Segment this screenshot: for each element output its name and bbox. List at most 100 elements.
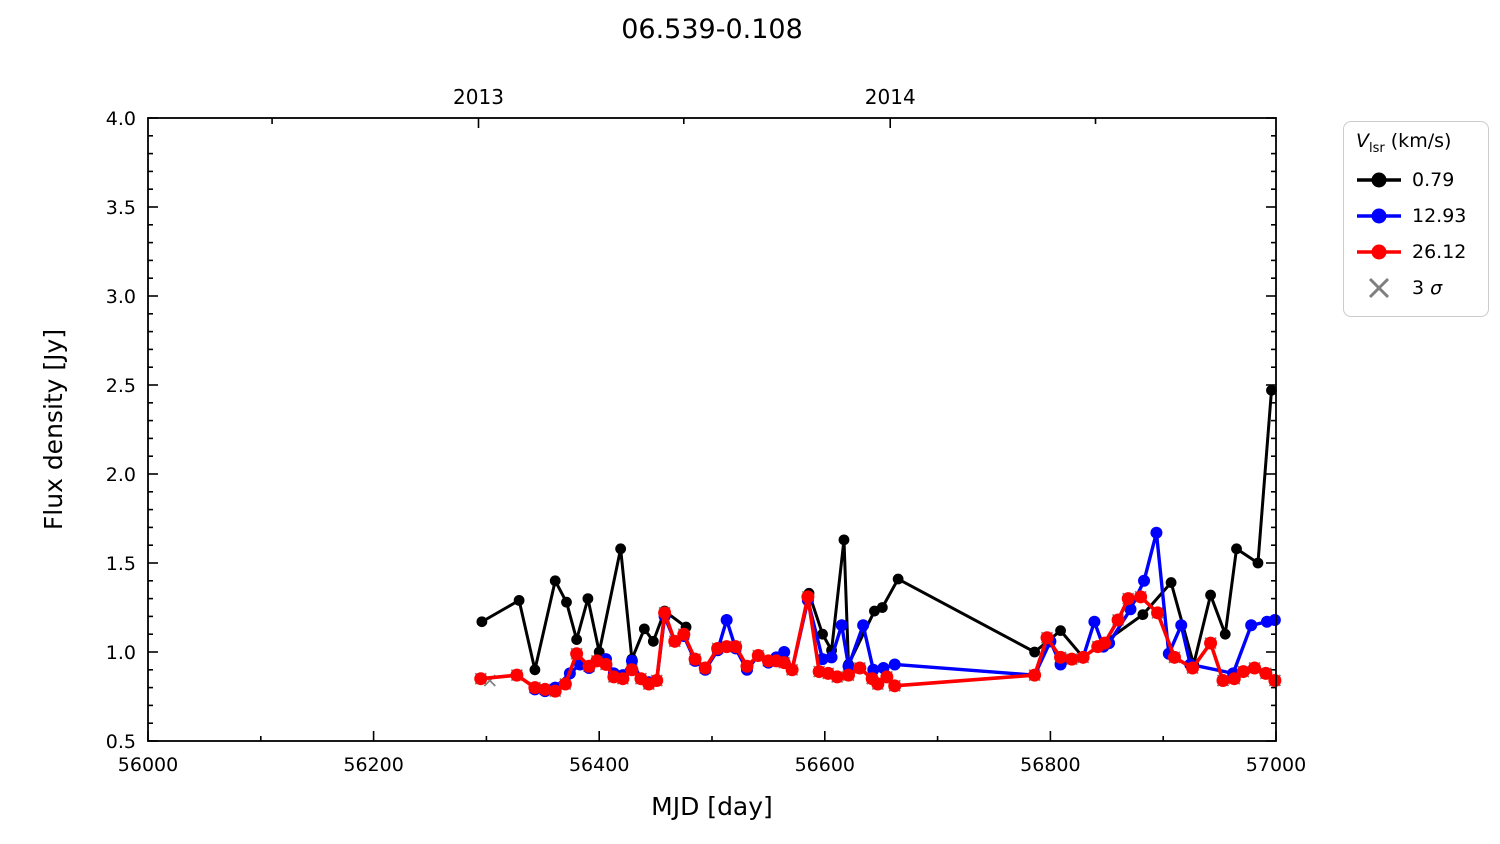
data-point-0.79 — [647, 635, 659, 647]
data-point-12.93 — [1150, 526, 1163, 539]
x-tick-label: 56600 — [795, 754, 855, 776]
data-point-0.79 — [615, 543, 627, 555]
data-point-12.93 — [625, 654, 638, 667]
data-point-26.12 — [677, 627, 691, 641]
data-point-12.93 — [825, 651, 838, 664]
data-point-26.12 — [1248, 661, 1262, 675]
y-tick-label: 2.5 — [106, 375, 136, 397]
y-tick-label: 1.5 — [106, 553, 136, 575]
data-point-26.12 — [1111, 613, 1125, 627]
y-tick-label: 1.0 — [106, 642, 136, 664]
data-point-0.79 — [476, 616, 488, 628]
x-axis-ticks: 56000 56200 56400 56600 56800 57000 — [118, 731, 1306, 776]
series-line-0.79 — [480, 547, 688, 672]
data-point-26.12 — [1186, 661, 1200, 675]
data-point-26.12 — [801, 590, 815, 604]
plot-frame — [147, 117, 1277, 742]
data-point-0.79 — [892, 573, 904, 585]
data-point-26.12 — [1236, 665, 1250, 679]
data-point-0.79 — [1205, 589, 1216, 601]
top-year-axis: 2013 2014 — [271, 85, 1097, 128]
legend-title-unit: (km/s) — [1384, 130, 1452, 152]
data-point-26.12 — [1204, 636, 1218, 650]
data-point-0.79 — [1055, 625, 1066, 637]
legend-entry-label: 26.12 — [1412, 240, 1467, 263]
axis-labels: MJD [day] Flux density [Jy] — [39, 329, 773, 821]
data-point-0.79 — [1137, 609, 1149, 621]
data-point-0.79 — [1266, 384, 1277, 396]
data-point-26.12 — [729, 640, 743, 654]
data-point-12.93 — [1124, 603, 1137, 616]
legend-entries: 0.79 12.93 26.12 3 σ — [1356, 162, 1482, 306]
data-point-26.12 — [548, 684, 562, 698]
x-tick-label: 56800 — [1020, 754, 1080, 776]
data-point-26.12 — [841, 668, 855, 682]
data-point-26.12 — [1121, 592, 1135, 606]
data-point-12.93 — [778, 646, 791, 658]
data-point-26.12 — [1167, 650, 1181, 664]
data-point-26.12 — [853, 661, 867, 675]
data-point-26.12 — [785, 663, 799, 677]
data-point-0.79 — [817, 628, 828, 640]
data-point-0.79 — [876, 602, 888, 613]
legend-entry-label: 12.93 — [1412, 204, 1467, 227]
legend-line-sample — [1357, 172, 1401, 188]
data-point-26.12 — [1268, 673, 1282, 687]
data-point-26.12 — [570, 647, 584, 661]
legend-sigma-label: 3 σ — [1412, 276, 1443, 299]
legend-title-variable: V — [1356, 130, 1369, 152]
x-tick-label: 56400 — [569, 754, 629, 776]
data-point-26.12 — [474, 672, 488, 686]
data-point-12.93 — [1175, 619, 1188, 632]
data-point-0.79 — [1165, 577, 1177, 588]
x-tick-label: 56000 — [118, 754, 178, 776]
data-point-12.93 — [1138, 574, 1151, 587]
legend-title-subscript: lsr — [1369, 140, 1385, 156]
data-point-12.93 — [888, 658, 901, 671]
data-point-26.12 — [510, 668, 524, 682]
data-point-12.93 — [720, 613, 733, 626]
data-point-26.12 — [751, 649, 765, 663]
y-tick-label: 0.5 — [106, 731, 136, 753]
data-point-26.12 — [830, 670, 844, 684]
y-tick-label: 3.5 — [106, 197, 136, 219]
data-point-0.79 — [513, 594, 525, 606]
data-point-0.79 — [529, 664, 541, 676]
data-point-0.79 — [549, 575, 561, 587]
y-tick-label: 2.0 — [106, 464, 136, 486]
legend-entry-0.79: 0.79 — [1356, 162, 1482, 198]
data-point-26.12 — [650, 673, 664, 687]
data-point-0.79 — [1231, 543, 1242, 555]
x-axis-label: MJD [day] — [651, 792, 773, 821]
legend-title: Vlsr (km/s) — [1356, 130, 1482, 156]
data-point-26.12 — [1151, 606, 1165, 620]
data-point-26.12 — [1098, 636, 1112, 650]
x-tick-label: 57000 — [1246, 754, 1306, 776]
series-26.12 — [474, 590, 1282, 698]
x-tick-label: 56200 — [343, 754, 403, 776]
data-point-26.12 — [1065, 652, 1079, 666]
top-year-label: 2014 — [865, 85, 916, 109]
data-point-26.12 — [1040, 631, 1054, 645]
legend-entry-26.12: 26.12 — [1356, 234, 1482, 270]
data-point-26.12 — [888, 679, 902, 693]
data-point-0.79 — [1252, 557, 1264, 569]
data-point-26.12 — [1216, 673, 1230, 687]
data-point-26.12 — [658, 606, 672, 620]
data-point-26.12 — [1134, 590, 1148, 604]
data-point-0.79 — [1029, 646, 1041, 658]
legend-entry-sigma: 3 σ — [1356, 270, 1482, 306]
data-point-26.12 — [880, 670, 894, 684]
data-point-26.12 — [538, 682, 552, 696]
data-point-26.12 — [1076, 650, 1090, 664]
data-point-12.93 — [1088, 615, 1101, 628]
data-point-26.12 — [1054, 650, 1068, 664]
data-point-0.79 — [638, 623, 650, 635]
y-tick-label: 3.0 — [106, 286, 136, 308]
data-point-0.79 — [838, 534, 850, 546]
data-point-12.93 — [1268, 613, 1281, 626]
data-point-26.12 — [688, 652, 702, 666]
series-line-0.79 — [807, 388, 1273, 666]
data-point-0.79 — [1219, 628, 1231, 640]
